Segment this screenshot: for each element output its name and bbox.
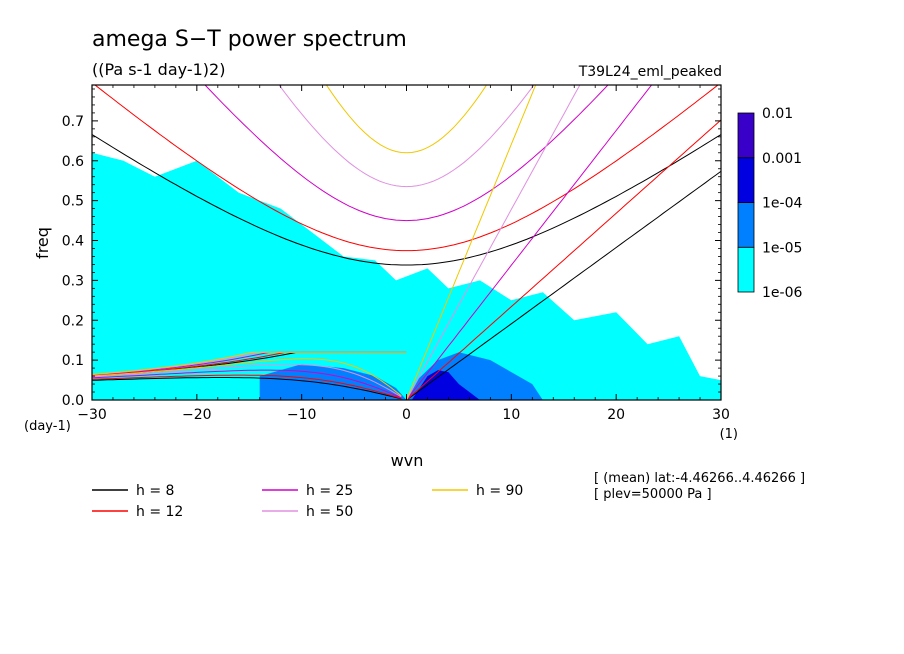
dispersion-curves: [92, 85, 721, 400]
h90-mrg-curve: [92, 351, 407, 375]
legend-label: h = 12: [136, 504, 183, 520]
x-tick-label: 20: [607, 407, 625, 423]
h90-inertio-gravity-curve: [325, 85, 488, 154]
y-tick-label: 0.7: [62, 114, 84, 130]
h25-inertio-gravity-curve: [204, 85, 609, 222]
x-axis-label: wvn: [391, 451, 424, 470]
x-tick-label: 0: [402, 407, 411, 423]
y-axis-label: freq: [33, 227, 52, 259]
colorbar-label: 1e-04: [762, 196, 802, 212]
power-region-0: [92, 152, 721, 400]
y-tick-label: 0.5: [62, 194, 84, 210]
chart-subtitle: ((Pa s-1 day-1)2): [92, 60, 225, 79]
chart-title: amega S−T power spectrum: [92, 27, 407, 52]
x-unit-label: (1): [720, 427, 738, 442]
power-regions: [92, 152, 721, 400]
x-tick-label: 30: [712, 407, 730, 423]
x-axis-ticks: −30 −20 −10 0 10 20 30: [77, 85, 730, 423]
y-tick-label: 0.1: [62, 353, 84, 369]
h50-kelvin-curve: [406, 85, 581, 400]
h25-rossby-curve: [92, 369, 402, 399]
power-region-2: [411, 370, 480, 400]
annotation-lat: [ (mean) lat:-4.46266..4.46266 ]: [594, 471, 805, 486]
colorbar: 1e-06 1e-05 1e-04 0.001 0.01: [737, 106, 802, 301]
run-label: T39L24_eml_peaked: [578, 64, 722, 80]
colorbar-label: 1e-06: [762, 285, 802, 301]
legend-label: h = 50: [306, 504, 353, 520]
h50-rossby-curve: [92, 363, 402, 398]
h8-kelvin-curve: [406, 170, 721, 400]
x-tick-label: −20: [182, 407, 212, 423]
legend-label: h = 90: [476, 483, 523, 499]
plot-area: −30 −20 −10 0 10 20 30 0.00.10.20.30.40.50.60.…: [62, 84, 730, 423]
colorbar-label: 0.001: [762, 151, 802, 167]
colorbar-swatch: [737, 112, 755, 159]
colorbar-swatch: [737, 246, 755, 293]
y-tick-label: 0.3: [62, 273, 84, 289]
power-region-1: [259, 352, 543, 400]
annotation-plev: [ plev=50000 Pa ]: [594, 487, 712, 502]
colorbar-label: 0.01: [762, 106, 793, 122]
colorbar-label: 1e-05: [762, 240, 802, 256]
x-tick-label: 10: [502, 407, 520, 423]
y-unit-label: (day-1): [24, 419, 71, 434]
legend-label: h = 25: [306, 483, 353, 499]
h12-rossby-curve: [92, 374, 402, 399]
h50-inertio-gravity-curve: [278, 85, 535, 188]
y-tick-label: 0.2: [62, 313, 84, 329]
h8-inertio-gravity-curve: [92, 134, 721, 266]
x-tick-label: −10: [287, 407, 317, 423]
y-tick-label: 0.6: [62, 154, 84, 170]
h8-rossby-curve: [92, 377, 402, 400]
y-axis-ticks: 0.0 0.1 0.2 0.3 0.4 0.5 0.6 0.7: [62, 88, 721, 409]
h90-kelvin-curve: [406, 85, 537, 400]
legend-label: h = 8: [136, 483, 174, 499]
h12-kelvin-curve: [406, 119, 721, 400]
h25-kelvin-curve: [406, 85, 653, 400]
y-tick-label: 0.4: [62, 234, 84, 250]
y-tick-label: 0.0: [62, 393, 84, 409]
h12-inertio-gravity-curve: [94, 85, 719, 252]
h90-rossby-curve: [92, 358, 402, 397]
colorbar-swatch: [737, 157, 755, 203]
colorbar-swatch: [737, 202, 755, 248]
x-tick-label: −30: [77, 407, 107, 423]
legend: h = 8 h = 12 h = 25 h = 50 h = 90: [92, 483, 523, 520]
